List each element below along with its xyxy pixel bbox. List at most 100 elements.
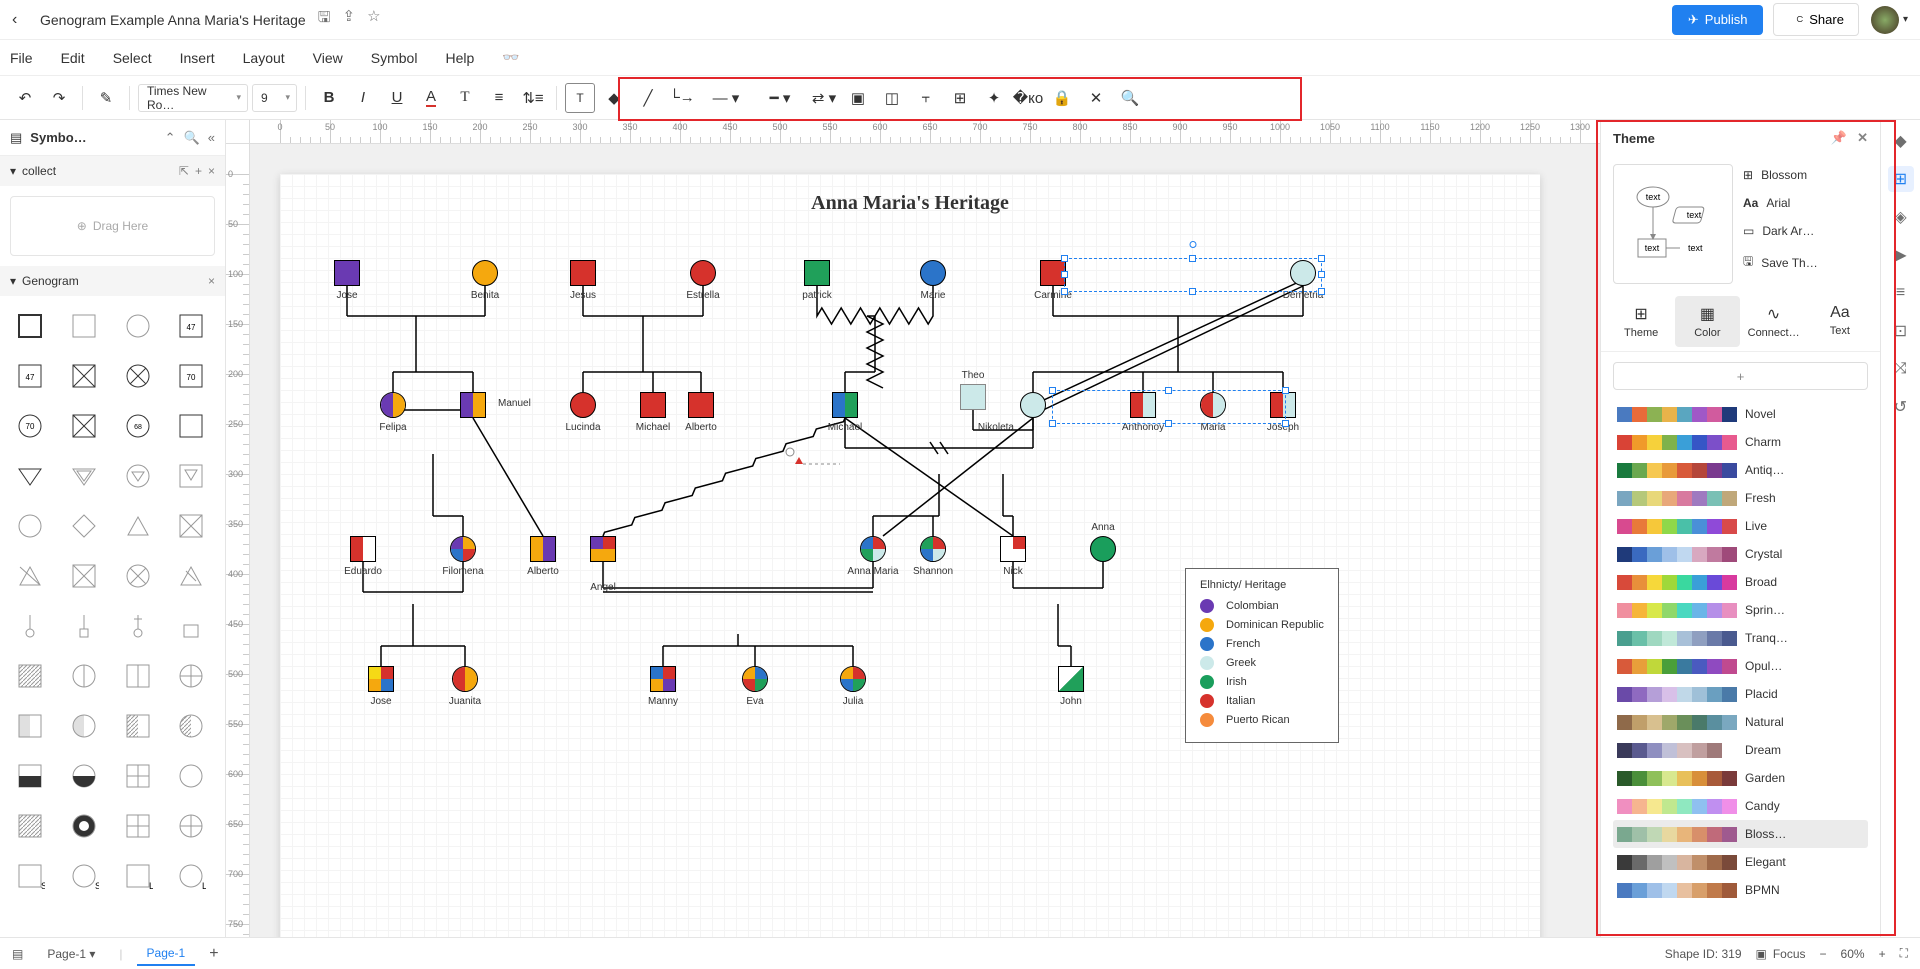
font-select[interactable]: Times New Ro…▾ <box>138 84 248 112</box>
shape-44[interactable]: S <box>8 854 52 898</box>
palette-bloss[interactable]: Bloss… <box>1613 820 1868 848</box>
shape-34[interactable] <box>116 704 160 748</box>
node-jose1[interactable]: Jose <box>334 260 360 286</box>
genogram-close-icon[interactable]: × <box>208 274 215 288</box>
theme-preview[interactable]: text text text text <box>1613 164 1733 284</box>
node-jose2[interactable]: Jose <box>368 666 394 692</box>
node-jesus[interactable]: Jesus <box>570 260 596 286</box>
palette-live[interactable]: Live <box>1613 512 1868 540</box>
shape-12[interactable] <box>8 454 52 498</box>
palette-dream[interactable]: Dream <box>1613 736 1868 764</box>
shape-46[interactable]: L <box>116 854 160 898</box>
shape-15[interactable] <box>169 454 213 498</box>
theme-tab-connect[interactable]: ∿Connect… <box>1742 296 1806 347</box>
node-annamaria[interactable]: Anna Maria <box>860 536 886 562</box>
diagram-title[interactable]: Anna Maria's Heritage <box>811 192 1009 215</box>
shape-1[interactable] <box>62 304 106 348</box>
shape-3[interactable]: 47 <box>169 304 213 348</box>
menu-symbol[interactable]: Symbol <box>371 50 418 66</box>
palette-antiq[interactable]: Antiq… <box>1613 456 1868 484</box>
redo-button[interactable]: ↷ <box>44 83 74 113</box>
shape-5[interactable] <box>62 354 106 398</box>
line-color-button[interactable]: ╱ <box>633 83 663 113</box>
palette-novel[interactable]: Novel <box>1613 400 1868 428</box>
group-button[interactable]: ▣ <box>843 83 873 113</box>
rail-present-icon[interactable]: ▶ <box>1888 242 1914 268</box>
shape-8[interactable]: 70 <box>8 404 52 448</box>
rail-layers-icon[interactable]: ◈ <box>1888 204 1914 230</box>
node-demetria[interactable]: Demetria <box>1290 260 1316 286</box>
font-size-select[interactable]: 9▾ <box>252 84 297 112</box>
palette-tranq[interactable]: Tranq… <box>1613 624 1868 652</box>
palette-garden[interactable]: Garden <box>1613 764 1868 792</box>
tools-button[interactable]: ✕ <box>1081 83 1111 113</box>
shape-26[interactable] <box>116 604 160 648</box>
pages-icon[interactable]: ▤ <box>12 947 23 961</box>
page-selector[interactable]: Page-1 ▾ <box>37 943 105 965</box>
shape-31[interactable] <box>169 654 213 698</box>
shape-7[interactable]: 70 <box>169 354 213 398</box>
focus-button[interactable]: ▣Focus <box>1756 947 1806 961</box>
shape-25[interactable] <box>62 604 106 648</box>
shape-23[interactable] <box>169 554 213 598</box>
collect-close-icon[interactable]: × <box>208 164 215 178</box>
arrow-button[interactable]: ⇄ ▾ <box>809 83 839 113</box>
rail-shuffle-icon[interactable]: ⤨ <box>1888 356 1914 382</box>
node-john[interactable]: John <box>1058 666 1084 692</box>
zoom-in-button[interactable]: + <box>1879 947 1886 961</box>
theme-name-opt[interactable]: ⊞Blossom <box>1743 164 1868 186</box>
collapse-panel-icon[interactable]: « <box>208 130 215 145</box>
node-michael2[interactable]: Michael <box>640 392 666 418</box>
shape-33[interactable] <box>62 704 106 748</box>
crop-button[interactable]: �ко <box>1013 83 1043 113</box>
bold-button[interactable]: B <box>314 83 344 113</box>
publish-button[interactable]: ✈Publish <box>1672 5 1764 35</box>
align-shapes-button[interactable]: ⫟ <box>911 83 941 113</box>
shape-38[interactable] <box>116 754 160 798</box>
node-alberto[interactable]: Alberto <box>530 536 556 562</box>
rail-theme-icon[interactable]: ⊞ <box>1888 166 1914 192</box>
underline-button[interactable]: U <box>382 83 412 113</box>
add-theme-button[interactable]: + <box>1613 362 1868 390</box>
shape-35[interactable] <box>169 704 213 748</box>
genogram-group[interactable]: ▾Genogram × <box>0 266 225 296</box>
node-benita[interactable]: Benita <box>472 260 498 286</box>
effects-button[interactable]: ✦ <box>979 83 1009 113</box>
menu-file[interactable]: File <box>10 50 33 66</box>
shape-39[interactable] <box>169 754 213 798</box>
align-button[interactable]: ≡ <box>484 83 514 113</box>
share-button[interactable]: �ငShare <box>1773 3 1859 36</box>
legend[interactable]: Elhnicty/ HeritageColombianDominican Rep… <box>1185 568 1339 743</box>
node-eva[interactable]: Eva <box>742 666 768 692</box>
search-shapes-icon[interactable]: 🔍 <box>184 130 200 146</box>
expand-icon[interactable]: ⌃ <box>165 130 176 146</box>
shape-11[interactable] <box>169 404 213 448</box>
palette-natural[interactable]: Natural <box>1613 708 1868 736</box>
palette-placid[interactable]: Placid <box>1613 680 1868 708</box>
theme-tab-text[interactable]: AaText <box>1808 296 1872 347</box>
node-nikoleta[interactable]: Nikoleta <box>1020 392 1046 418</box>
ungroup-button[interactable]: ◫ <box>877 83 907 113</box>
menu-layout[interactable]: Layout <box>243 50 285 66</box>
palette-bpmn[interactable]: BPMN <box>1613 876 1868 904</box>
shape-4[interactable]: 47 <box>8 354 52 398</box>
shape-18[interactable] <box>116 504 160 548</box>
rail-comment-icon[interactable]: ⊡ <box>1888 318 1914 344</box>
drag-here-zone[interactable]: ⊕Drag Here <box>10 196 215 256</box>
shape-20[interactable] <box>8 554 52 598</box>
star-icon[interactable]: ☆ <box>367 7 380 32</box>
collect-group[interactable]: ▾collect ⇱ + × <box>0 156 225 186</box>
shape-45[interactable]: S <box>62 854 106 898</box>
fullscreen-button[interactable]: ⛶ <box>1900 946 1908 961</box>
zoom-level[interactable]: 60% <box>1841 947 1865 961</box>
shape-0[interactable] <box>8 304 52 348</box>
add-page-button[interactable]: + <box>209 945 218 963</box>
distribute-button[interactable]: ⊞ <box>945 83 975 113</box>
shape-9[interactable] <box>62 404 106 448</box>
menu-edit[interactable]: Edit <box>61 50 85 66</box>
node-angel[interactable]: Angel <box>590 536 616 562</box>
palette-crystal[interactable]: Crystal <box>1613 540 1868 568</box>
shape-43[interactable] <box>169 804 213 848</box>
menu-select[interactable]: Select <box>113 50 152 66</box>
shape-41[interactable] <box>62 804 106 848</box>
